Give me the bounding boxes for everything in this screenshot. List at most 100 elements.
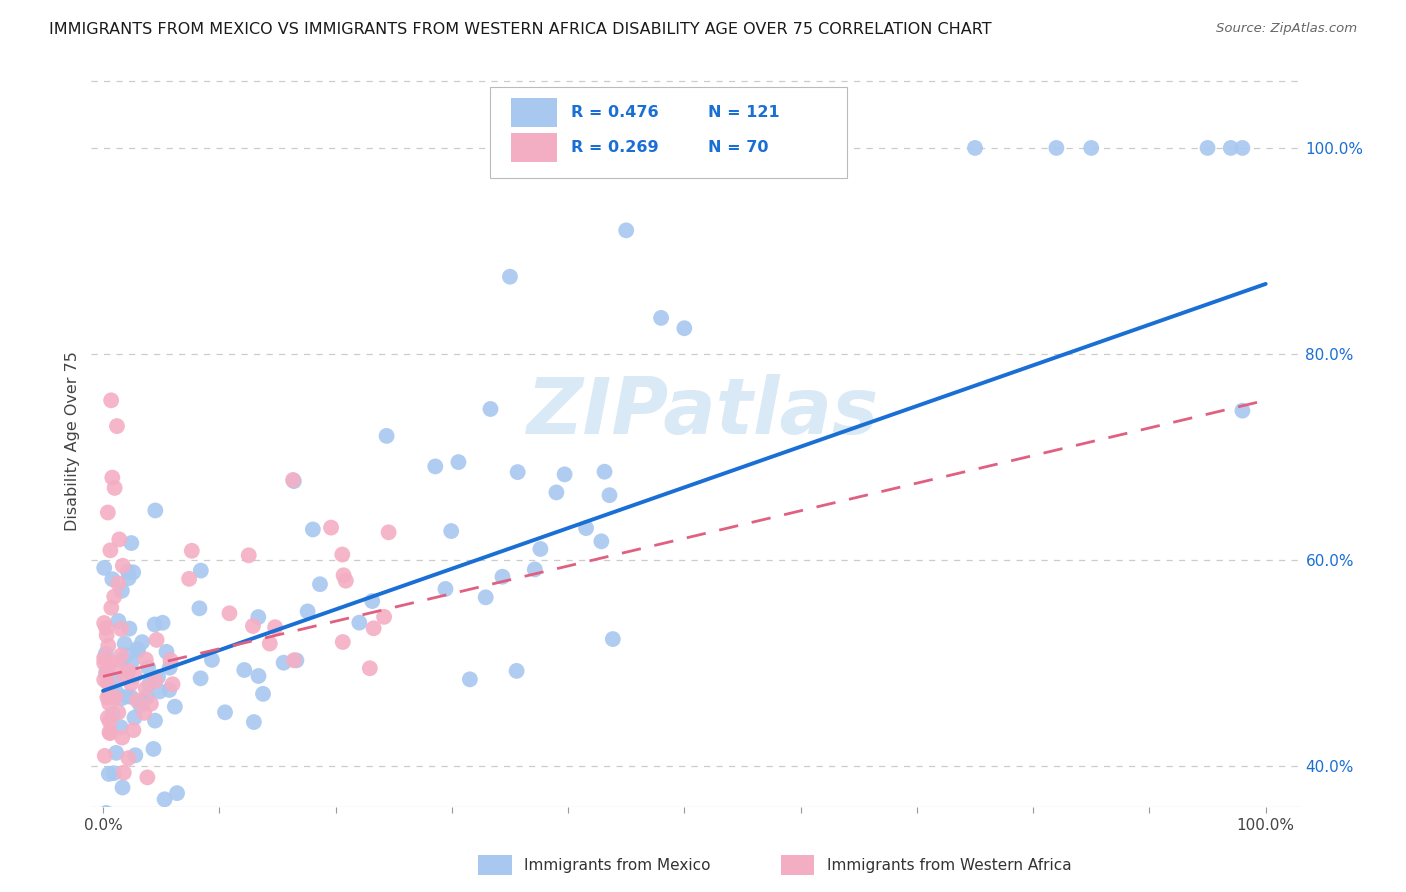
Point bbox=[143, 714, 166, 728]
Point bbox=[118, 571, 141, 585]
Point bbox=[1197, 141, 1219, 155]
Point bbox=[491, 570, 513, 584]
Point bbox=[110, 720, 132, 734]
Point bbox=[117, 690, 139, 704]
Point bbox=[650, 310, 672, 325]
Point bbox=[97, 506, 120, 520]
Point bbox=[135, 652, 157, 666]
Point bbox=[375, 429, 398, 443]
Text: R = 0.269: R = 0.269 bbox=[571, 140, 659, 155]
Point bbox=[98, 725, 121, 739]
Point bbox=[111, 653, 134, 667]
Point bbox=[440, 524, 463, 538]
Point bbox=[110, 691, 132, 706]
Point bbox=[157, 683, 180, 698]
Point bbox=[145, 632, 167, 647]
Point bbox=[143, 503, 166, 517]
Point bbox=[105, 686, 128, 700]
Point bbox=[112, 765, 135, 780]
Point bbox=[214, 706, 236, 720]
Point bbox=[297, 604, 319, 618]
Point bbox=[96, 665, 118, 679]
Point bbox=[434, 582, 457, 596]
Point bbox=[696, 141, 718, 155]
Point bbox=[447, 455, 470, 469]
Point bbox=[335, 574, 357, 588]
FancyBboxPatch shape bbox=[478, 855, 512, 875]
Point bbox=[359, 661, 381, 675]
Point bbox=[242, 619, 264, 633]
Point bbox=[377, 525, 399, 540]
Text: Immigrants from Western Africa: Immigrants from Western Africa bbox=[827, 857, 1071, 872]
FancyBboxPatch shape bbox=[510, 98, 557, 127]
Text: N = 121: N = 121 bbox=[709, 105, 780, 120]
Point bbox=[159, 653, 181, 667]
Point bbox=[177, 572, 200, 586]
Point bbox=[162, 677, 184, 691]
Text: Immigrants from Mexico: Immigrants from Mexico bbox=[524, 857, 711, 872]
Point bbox=[117, 813, 139, 827]
Point bbox=[166, 786, 188, 800]
Point bbox=[153, 792, 176, 806]
Point bbox=[117, 565, 139, 579]
Point bbox=[363, 621, 385, 635]
FancyBboxPatch shape bbox=[510, 133, 557, 162]
Point bbox=[131, 635, 153, 649]
Point bbox=[247, 669, 270, 683]
Point bbox=[1219, 141, 1241, 155]
Point bbox=[94, 748, 117, 763]
Point bbox=[93, 561, 115, 575]
Point bbox=[96, 628, 118, 642]
Point bbox=[111, 558, 134, 573]
Point bbox=[98, 543, 121, 558]
Point bbox=[98, 689, 121, 703]
Point bbox=[731, 141, 754, 155]
Point bbox=[963, 141, 986, 155]
Point bbox=[97, 710, 120, 724]
Point bbox=[120, 676, 142, 690]
Point bbox=[598, 488, 620, 502]
Point bbox=[98, 714, 121, 729]
Point bbox=[131, 694, 153, 708]
Point bbox=[319, 521, 342, 535]
Point bbox=[361, 594, 384, 608]
Point bbox=[107, 614, 129, 628]
Point bbox=[93, 651, 115, 665]
Point bbox=[93, 673, 115, 687]
Point bbox=[101, 572, 124, 586]
Point bbox=[127, 641, 149, 656]
Point bbox=[108, 533, 131, 547]
Point bbox=[252, 687, 274, 701]
Point bbox=[218, 607, 240, 621]
Point bbox=[105, 419, 128, 434]
Point bbox=[201, 653, 224, 667]
Point bbox=[97, 767, 120, 781]
Point bbox=[138, 677, 160, 691]
Point bbox=[129, 698, 152, 713]
Point bbox=[145, 673, 167, 688]
Text: IMMIGRANTS FROM MEXICO VS IMMIGRANTS FROM WESTERN AFRICA DISABILITY AGE OVER 75 : IMMIGRANTS FROM MEXICO VS IMMIGRANTS FRO… bbox=[49, 22, 991, 37]
Point bbox=[285, 653, 308, 667]
Point bbox=[122, 566, 145, 580]
Point bbox=[264, 620, 287, 634]
Point bbox=[107, 706, 129, 720]
Y-axis label: Disability Age Over 75: Disability Age Over 75 bbox=[65, 351, 80, 532]
Point bbox=[97, 639, 120, 653]
Point bbox=[506, 465, 529, 479]
Point bbox=[188, 601, 211, 615]
Point bbox=[602, 632, 624, 646]
Point bbox=[98, 696, 121, 710]
Point bbox=[243, 714, 266, 729]
Point bbox=[103, 766, 125, 780]
Point bbox=[575, 521, 598, 535]
Point bbox=[136, 660, 159, 674]
Point bbox=[94, 665, 117, 680]
Text: Source: ZipAtlas.com: Source: ZipAtlas.com bbox=[1216, 22, 1357, 36]
Point bbox=[120, 536, 142, 550]
Point bbox=[100, 681, 122, 696]
Point bbox=[425, 459, 447, 474]
Point bbox=[529, 541, 551, 556]
Point bbox=[125, 693, 148, 707]
Point bbox=[163, 699, 186, 714]
Point bbox=[124, 668, 146, 682]
